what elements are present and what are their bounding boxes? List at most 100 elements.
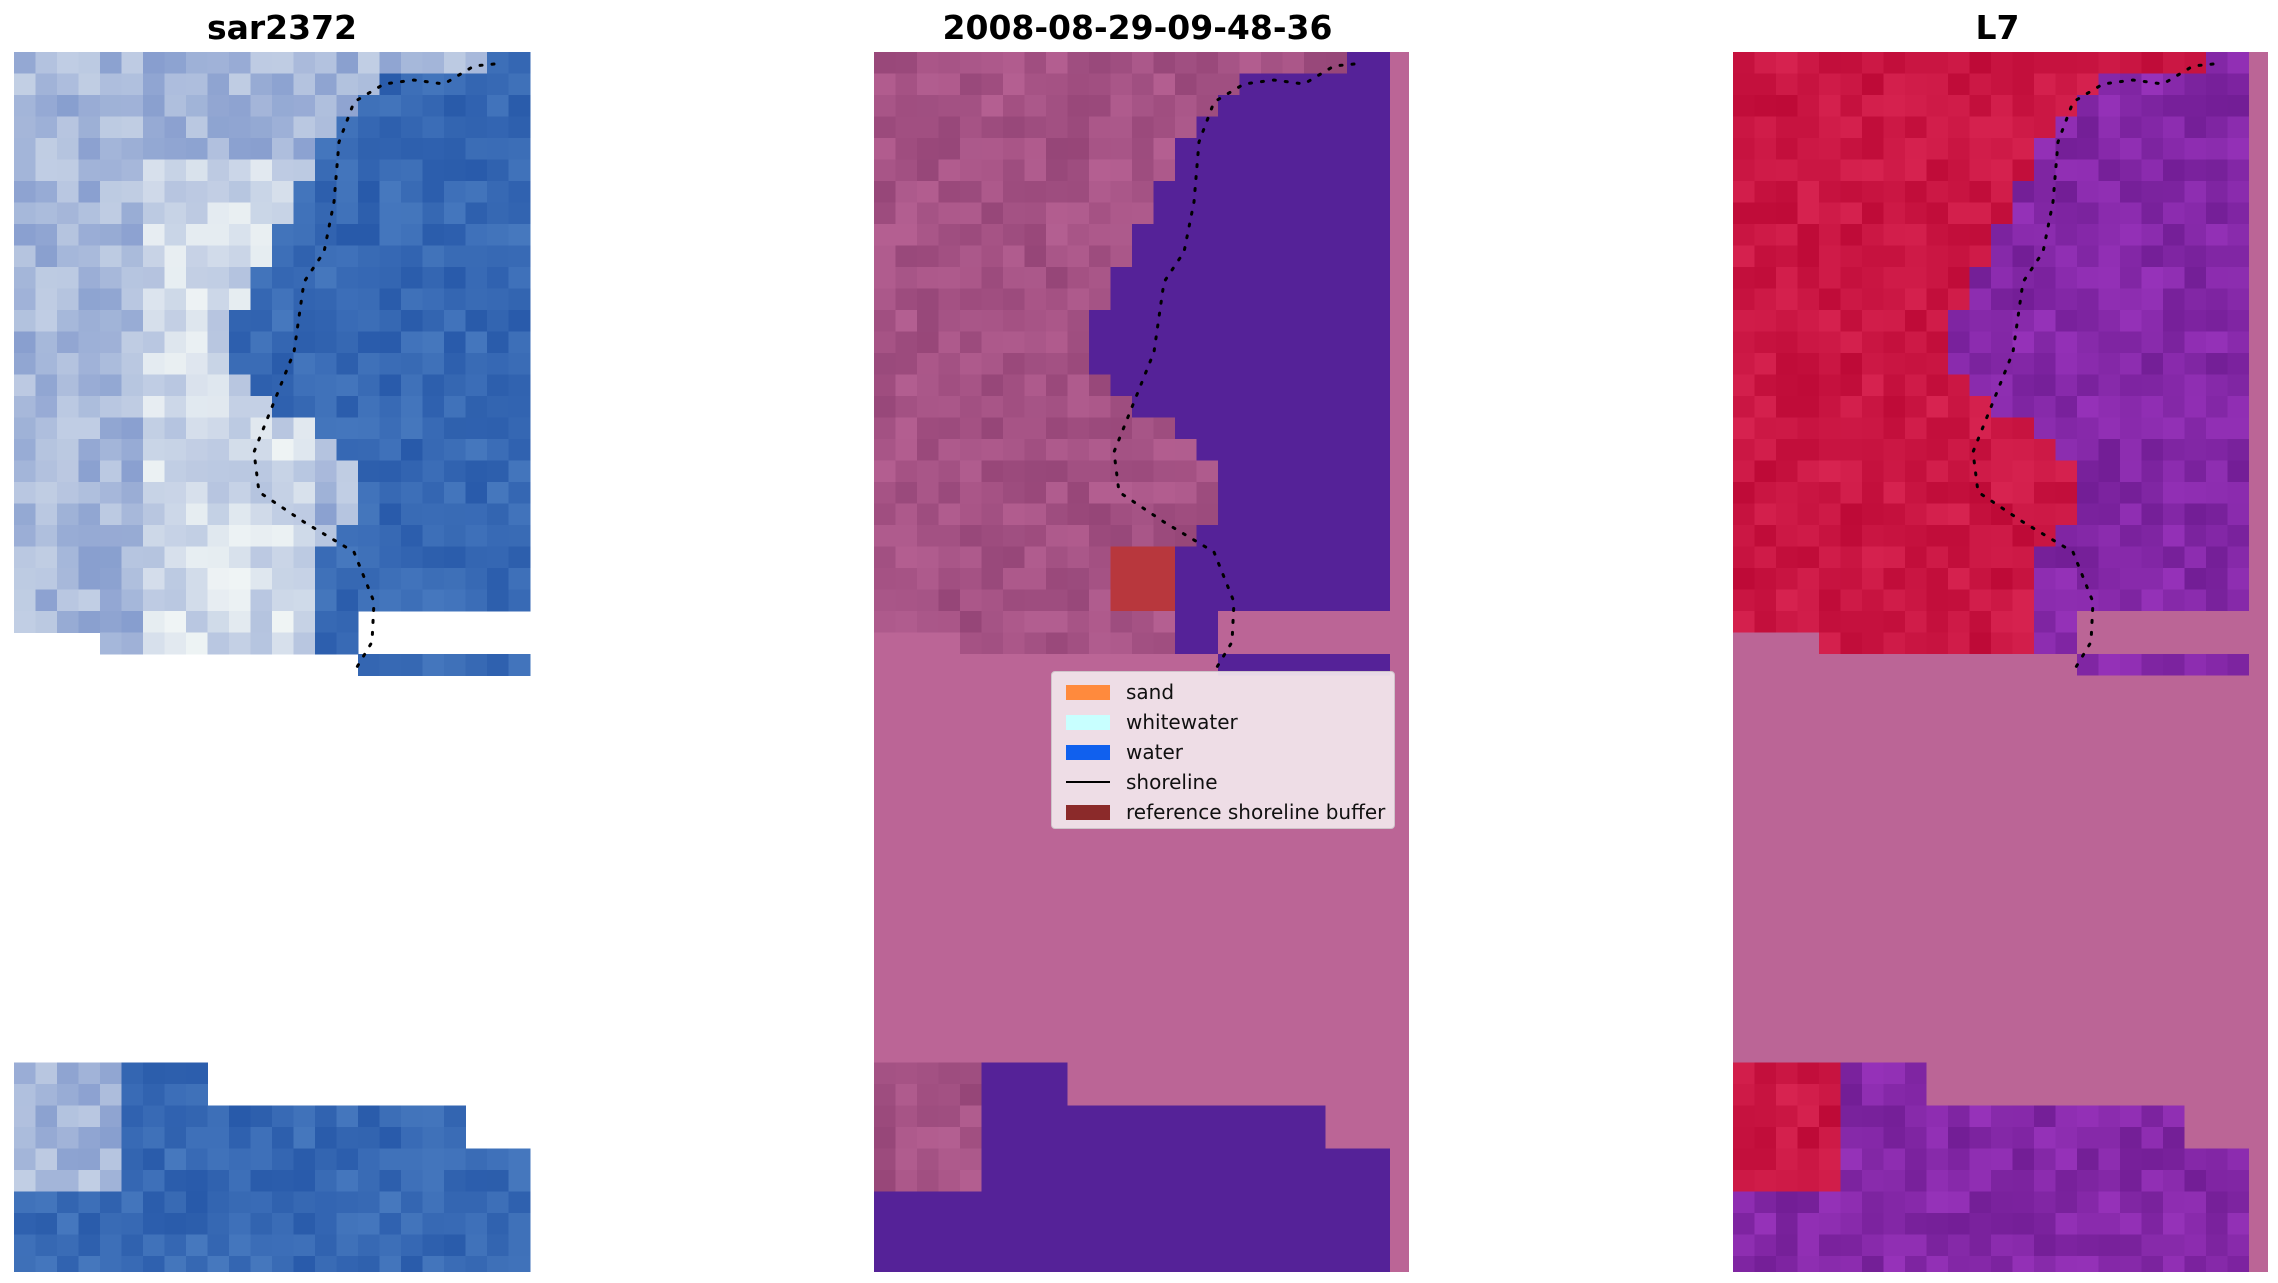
raster-cell — [186, 1127, 208, 1149]
raster-cell — [164, 632, 187, 655]
raster-cell — [2227, 847, 2250, 870]
raster-cell — [938, 1256, 961, 1272]
raster-cell — [164, 503, 187, 526]
raster-cell — [2077, 331, 2099, 354]
raster-cell — [1776, 1019, 1798, 1042]
raster-cell — [1862, 503, 1884, 526]
raster-cell — [100, 116, 122, 139]
raster-cell — [1239, 568, 1262, 590]
raster-cell — [1754, 1170, 1777, 1192]
raster-cell — [1110, 503, 1133, 526]
raster-cell — [917, 1234, 939, 1257]
raster-cell — [2012, 1041, 2035, 1063]
raster-cell — [2098, 310, 2121, 332]
raster-cell — [358, 482, 380, 504]
raster-cell — [2184, 1191, 2207, 1214]
raster-cell — [2012, 1213, 2035, 1235]
raster-cell — [1046, 1062, 1068, 1085]
raster-cell — [1046, 1234, 1068, 1257]
raster-cell — [938, 847, 961, 870]
raster-cell — [1776, 826, 1798, 848]
raster-cell — [2141, 568, 2164, 590]
raster-cell — [1003, 374, 1025, 397]
raster-cell — [2012, 374, 2035, 397]
raster-cell — [1991, 761, 2013, 784]
raster-cell — [1282, 331, 1305, 354]
raster-cell — [1089, 460, 1111, 483]
raster-cell — [938, 1191, 961, 1214]
raster-cell — [917, 1105, 939, 1128]
raster-cell — [1754, 159, 1777, 182]
raster-cell — [1969, 718, 1992, 741]
raster-cell — [1325, 632, 1348, 655]
raster-cell — [186, 1213, 208, 1235]
raster-cell — [2206, 439, 2228, 461]
raster-cell — [444, 224, 466, 246]
raster-cell — [1883, 353, 1906, 375]
raster-cell — [1797, 869, 1820, 891]
raster-cell — [1175, 933, 1197, 956]
raster-cell — [1046, 138, 1068, 160]
raster-cell — [2163, 1213, 2185, 1235]
raster-cell — [1840, 181, 1863, 203]
raster-cell — [1368, 1148, 1391, 1171]
raster-cell — [1776, 675, 1798, 698]
raster-cell — [1110, 202, 1133, 225]
raster-cell — [1089, 1148, 1111, 1171]
raster-cell — [78, 267, 101, 289]
raster-cell — [2034, 933, 2056, 956]
raster-cell — [1304, 546, 1326, 569]
raster-cell — [14, 589, 36, 612]
raster-cell — [895, 525, 918, 547]
raster-cell — [164, 439, 187, 461]
raster-cell — [1754, 697, 1777, 719]
raster-cell — [2077, 740, 2099, 762]
raster-cell — [895, 503, 918, 526]
raster-cell — [1110, 288, 1133, 311]
raster-cell — [508, 267, 531, 289]
raster-cell — [1024, 632, 1047, 655]
raster-cell — [250, 482, 273, 504]
raster-cell — [1883, 73, 1906, 96]
raster-cell — [1046, 933, 1068, 956]
raster-cell — [2055, 675, 2078, 698]
raster-cell — [1046, 503, 1068, 526]
raster-cell — [1797, 439, 1820, 461]
raster-cell — [1218, 138, 1240, 160]
raster-cell — [1926, 374, 1949, 397]
raster-cell — [1261, 482, 1283, 504]
raster-cell — [272, 73, 294, 96]
raster-cell — [2163, 374, 2185, 397]
raster-cell — [207, 417, 230, 440]
raster-cell — [917, 611, 939, 633]
raster-cell — [1024, 955, 1047, 977]
raster-cell — [1046, 1084, 1068, 1106]
raster-cell — [422, 417, 445, 440]
raster-cell — [2077, 1191, 2099, 1214]
raster-cell — [100, 1256, 122, 1272]
raster-cell — [1368, 288, 1391, 311]
raster-cell — [1905, 1019, 1927, 1042]
raster-cell — [938, 1084, 961, 1106]
raster-cell — [2120, 1127, 2142, 1149]
raster-cell — [1776, 482, 1798, 504]
raster-cell — [1862, 654, 1884, 676]
raster-cell — [895, 1256, 918, 1272]
raster-cell — [444, 288, 466, 311]
raster-cell — [143, 245, 165, 268]
raster-cell — [938, 417, 961, 440]
raster-cell — [2120, 460, 2142, 483]
raster-cell — [1776, 460, 1798, 483]
raster-cell — [272, 224, 294, 246]
raster-cell — [1840, 460, 1863, 483]
raster-cell — [1776, 804, 1798, 827]
raster-cell — [422, 525, 445, 547]
raster-cell — [874, 1062, 896, 1085]
raster-cell — [1948, 159, 1970, 182]
raster-cell — [1926, 181, 1949, 203]
raster-cell — [1067, 331, 1090, 354]
raster-cell — [1089, 245, 1111, 268]
raster-cell — [2227, 267, 2250, 289]
raster-cell — [1840, 546, 1863, 569]
raster-cell — [1862, 675, 1884, 698]
